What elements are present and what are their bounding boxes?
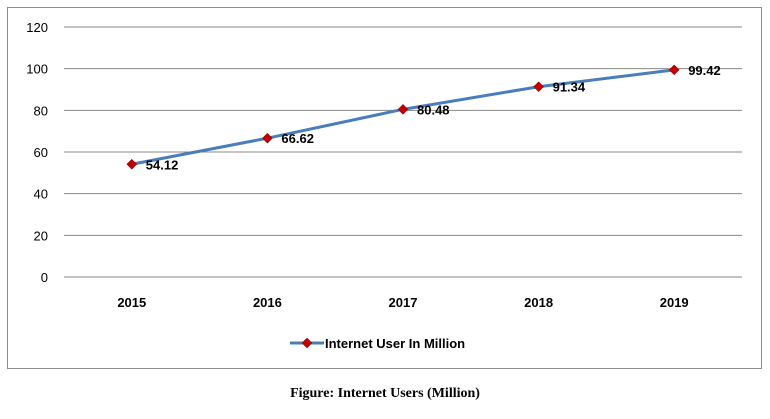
y-tick-label: 40 [34,187,48,202]
data-labels: 54.12 66.62 80.48 91.34 99.42 [146,63,721,172]
data-label: 99.42 [688,63,721,78]
legend-diamond-marker-icon [301,337,313,349]
data-point-marker [397,103,409,115]
figure-caption: Figure: Internet Users (Million) [290,386,480,401]
x-tick-label: 2017 [389,295,418,310]
x-axis-ticks: 2015 2016 2017 2018 2019 [117,295,688,310]
data-point-marker [126,158,138,170]
gridlines [64,26,742,278]
x-tick-label: 2019 [660,295,689,310]
data-label: 91.34 [553,80,586,95]
y-tick-label: 80 [34,103,48,118]
data-point-marker [668,64,680,76]
data-point-marker [262,132,273,144]
series-line [131,68,675,166]
chart-frame [7,7,762,369]
series-internet-users [126,64,680,170]
data-label: 66.62 [281,131,314,146]
y-tick-label: 0 [41,270,48,285]
y-tick-label: 100 [26,62,48,77]
y-tick-label: 60 [34,145,48,160]
data-point-marker [533,81,544,93]
y-tick-label: 120 [26,20,48,35]
x-tick-label: 2015 [117,295,146,310]
y-tick-label: 20 [34,228,48,243]
legend: Internet User In Million [290,336,465,351]
x-tick-label: 2018 [524,295,553,310]
legend-label: Internet User In Million [325,336,465,351]
x-tick-label: 2016 [253,295,282,310]
data-label: 80.48 [417,102,450,117]
data-label: 54.12 [146,157,179,172]
y-axis-ticks: 0 20 40 60 80 100 120 [26,20,48,285]
